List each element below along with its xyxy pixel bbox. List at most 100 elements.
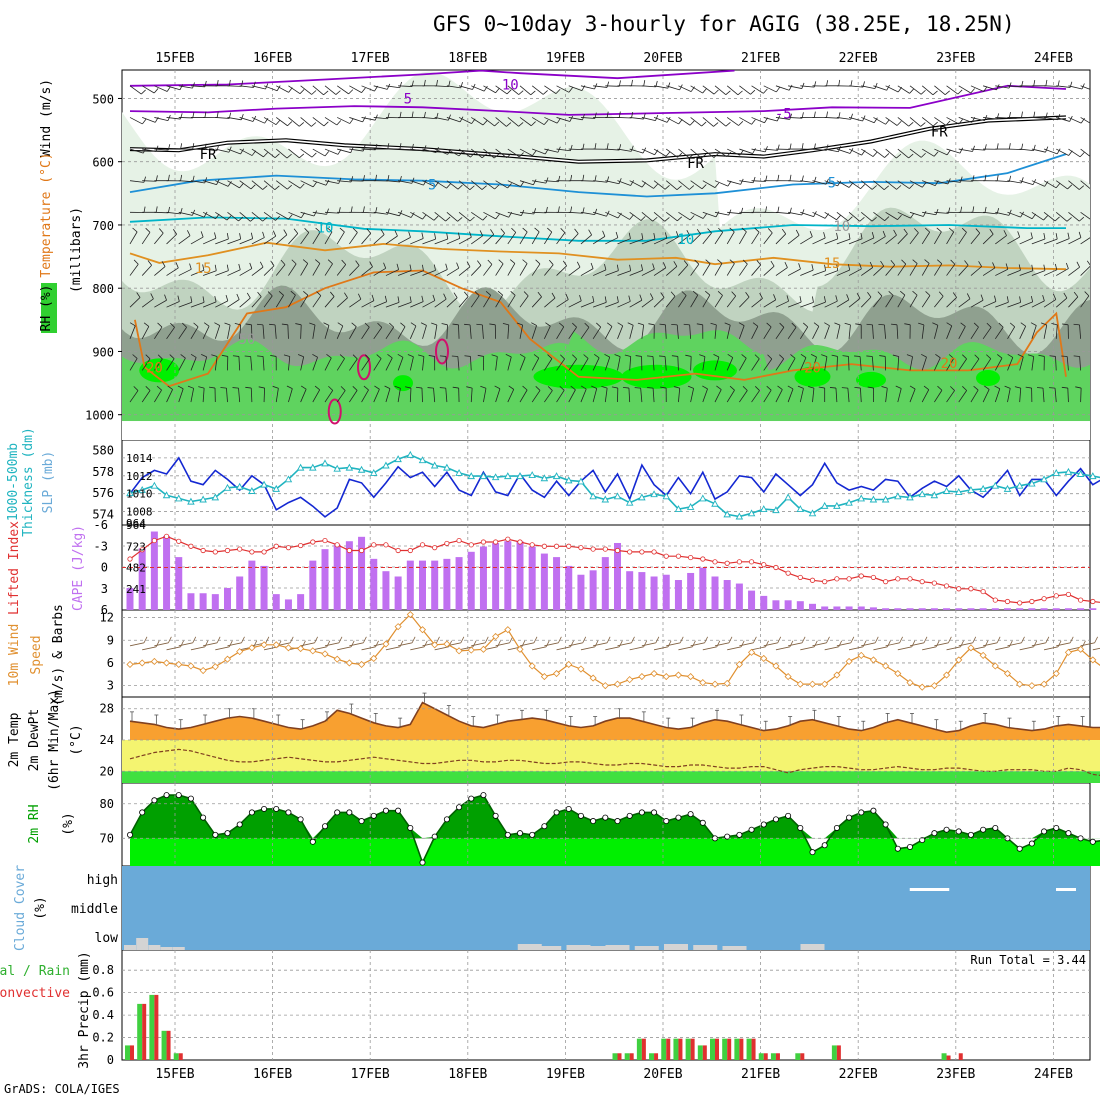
wind-barb-flag xyxy=(751,119,756,125)
rh2m-dark xyxy=(130,795,1100,839)
precip-total-bar xyxy=(831,1045,837,1060)
wind-barb xyxy=(166,85,181,91)
y-tick-label: 964 xyxy=(126,519,146,532)
wind-barb-flag xyxy=(688,153,695,159)
wind-barb xyxy=(495,388,501,403)
wind-barb xyxy=(1068,117,1082,124)
precip-total-bar xyxy=(149,994,155,1060)
wind-barb xyxy=(666,85,680,91)
wind-barb-flag xyxy=(630,145,634,152)
wind-barb-flag xyxy=(801,175,804,182)
wind-barb-flag xyxy=(580,385,587,390)
barb10m-flag xyxy=(972,636,977,644)
wind-barb-flag xyxy=(912,259,918,264)
wind-barb-flag xyxy=(652,263,655,270)
lifted-point xyxy=(371,542,377,548)
rh2m-line-point xyxy=(858,809,865,816)
wind-barb-flag xyxy=(362,116,366,123)
wind-barb-flag xyxy=(495,87,500,93)
wind-barb xyxy=(763,299,776,308)
wind-barb xyxy=(629,148,644,154)
thickness-line-point xyxy=(759,505,768,513)
wind-barb xyxy=(239,297,251,308)
barb10m-flag xyxy=(1021,636,1025,644)
precip-total-bar xyxy=(612,1053,618,1060)
lifted-point xyxy=(237,546,243,552)
wind-barb xyxy=(446,238,460,245)
wind-barb xyxy=(239,85,254,88)
wind-barb xyxy=(215,148,230,153)
wind-barb xyxy=(714,148,727,157)
wind-speed-point xyxy=(431,641,439,649)
wind-barb xyxy=(690,233,701,245)
wind-barb-flag xyxy=(892,354,899,357)
rh2m-line-point xyxy=(907,843,914,850)
wind-barb-flag xyxy=(850,113,853,120)
wind-barb xyxy=(726,357,734,371)
bottom-date-label: 23FEB xyxy=(936,1067,975,1082)
y-tick-label: 600 xyxy=(92,156,114,170)
wind-barb-flag xyxy=(133,386,139,391)
wind-barb-flag xyxy=(1017,354,1024,358)
wind-barb-flag xyxy=(823,296,826,303)
wind-speed-point xyxy=(772,662,780,670)
barb10m-flag xyxy=(216,636,221,644)
wind-barb-flag xyxy=(136,292,141,298)
rh2m-line-point xyxy=(1028,840,1035,847)
wind-barb xyxy=(812,211,826,219)
wind-barb-flag xyxy=(984,174,987,181)
wind-barb xyxy=(995,85,1010,89)
wind-barb-flag xyxy=(1044,181,1049,187)
label-slp: SLP (mb) xyxy=(41,451,56,514)
rh2m-line-point xyxy=(1041,828,1048,835)
wind-barb-flag xyxy=(509,259,516,264)
wind-barb-flag xyxy=(141,89,146,95)
wind-barb-flag xyxy=(980,294,984,301)
wind-barb xyxy=(896,324,899,339)
wind-barb xyxy=(897,211,911,219)
precip-total-bar xyxy=(697,1045,703,1060)
wind-barb xyxy=(897,294,906,308)
contour-label: 5 xyxy=(428,177,436,193)
wind-barb xyxy=(690,117,702,127)
wind-barb xyxy=(1031,356,1035,371)
wind-barb-flag xyxy=(570,144,573,151)
wind-barb-flag xyxy=(209,386,216,389)
wind-barb-flag xyxy=(594,353,600,359)
wind-barb-flag xyxy=(352,385,358,391)
wind-barb xyxy=(934,231,942,245)
wind-barb-flag xyxy=(246,292,251,299)
wind-barb xyxy=(604,388,608,403)
wind-speed-line xyxy=(129,613,1100,688)
wind-speed-point xyxy=(796,680,804,688)
wind-barb-flag xyxy=(813,211,817,217)
wind-barb-flag xyxy=(692,290,698,296)
bottom-date-label: 20FEB xyxy=(643,1067,682,1082)
wind-barb-flag xyxy=(374,385,380,390)
barb10m-flag xyxy=(533,636,538,644)
wind-barb xyxy=(507,232,517,245)
wind-barb xyxy=(653,148,667,157)
rh2m-line-point xyxy=(309,838,316,845)
wind-barb xyxy=(385,388,391,403)
y-tick-label: 0.6 xyxy=(92,986,114,1000)
wind-barb-flag xyxy=(738,322,745,326)
wind-barb xyxy=(397,211,412,218)
label-millibars: (millibars) xyxy=(69,207,84,293)
wind-barb xyxy=(568,326,577,340)
wind-barb-flag xyxy=(663,262,667,269)
wind-barb-flag xyxy=(452,323,459,326)
wind-barb xyxy=(897,233,908,245)
thickness-line-point xyxy=(686,502,695,510)
wind-barb xyxy=(812,301,826,308)
wind-barb-flag xyxy=(132,354,138,359)
wind-barb xyxy=(1007,301,1021,308)
wind-barb-flag xyxy=(701,153,707,159)
wind-barb-flag xyxy=(216,111,219,118)
wind-barb xyxy=(324,231,333,245)
thickness-line-point xyxy=(174,494,183,502)
wind-barb-flag xyxy=(189,263,192,270)
wind-barb-flag xyxy=(143,322,150,327)
wind-barb-flag xyxy=(834,322,841,326)
wind-barb-flag xyxy=(1094,86,1097,91)
